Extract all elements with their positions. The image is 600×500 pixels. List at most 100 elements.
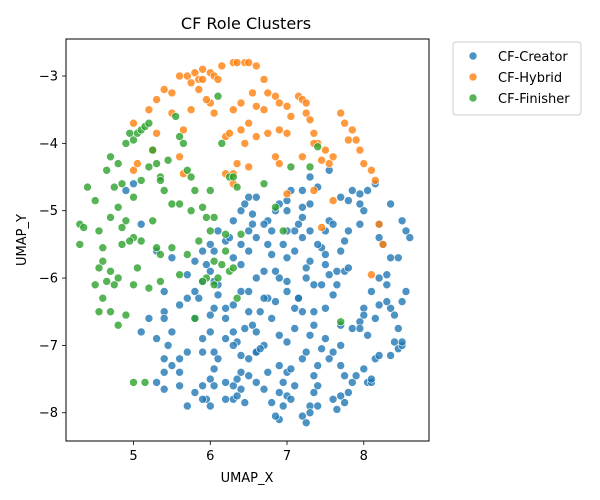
point-cf-finisher-23 — [167, 199, 177, 209]
point-cf-finisher-97 — [336, 317, 346, 327]
point-cf-finisher-36 — [229, 172, 238, 182]
point-cf-finisher-19 — [148, 145, 157, 155]
point-cf-creator-147 — [321, 303, 330, 313]
point-cf-creator-74 — [251, 233, 261, 242]
point-cf-creator-2 — [136, 219, 146, 229]
point-cf-hybrid-86 — [236, 98, 246, 108]
point-cf-creator-196 — [221, 378, 230, 387]
point-cf-creator-247 — [229, 216, 238, 226]
point-cf-finisher-78 — [175, 199, 184, 209]
y-tick-label--4: −4 — [39, 137, 58, 152]
point-cf-hybrid-84 — [251, 132, 261, 141]
point-cf-hybrid-79 — [286, 112, 296, 121]
point-cf-finisher-91 — [129, 378, 138, 387]
point-cf-creator-185 — [301, 418, 311, 428]
point-cf-finisher-67 — [94, 263, 104, 273]
point-cf-creator-104 — [274, 361, 284, 370]
point-cf-creator-82 — [251, 192, 261, 202]
point-cf-creator-78 — [248, 219, 257, 229]
point-cf-creator-169 — [359, 310, 369, 320]
point-cf-creator-153 — [340, 236, 349, 246]
point-cf-creator-130 — [298, 186, 307, 195]
point-cf-creator-244 — [267, 226, 277, 236]
point-cf-creator-93 — [206, 310, 215, 320]
point-cf-creator-35 — [183, 401, 192, 411]
point-cf-creator-17 — [183, 347, 192, 357]
point-cf-creator-34 — [198, 394, 207, 404]
point-cf-hybrid-19 — [259, 75, 269, 84]
point-cf-creator-240 — [305, 256, 315, 266]
y-tick-label--8: −8 — [39, 406, 58, 421]
point-cf-creator-48 — [251, 327, 261, 337]
point-cf-creator-30 — [209, 381, 219, 391]
point-cf-creator-231 — [393, 253, 403, 263]
point-cf-hybrid-31 — [321, 145, 330, 155]
point-cf-creator-138 — [259, 293, 269, 303]
point-cf-finisher-51 — [156, 250, 165, 259]
point-cf-creator-146 — [309, 307, 319, 317]
point-cf-finisher-38 — [236, 230, 246, 239]
point-cf-creator-151 — [344, 263, 353, 273]
point-cf-creator-190 — [259, 384, 269, 394]
point-cf-hybrid-2 — [152, 95, 161, 104]
point-cf-creator-7 — [159, 314, 169, 323]
point-cf-creator-8 — [144, 314, 154, 323]
point-cf-creator-45 — [244, 354, 253, 364]
point-cf-creator-29 — [206, 374, 215, 384]
point-cf-finisher-87 — [278, 226, 288, 236]
point-cf-hybrid-77 — [274, 125, 284, 135]
y-tick-label--6: −6 — [39, 272, 58, 287]
point-cf-finisher-9 — [110, 182, 119, 192]
point-cf-creator-18 — [167, 327, 177, 337]
point-cf-creator-39 — [159, 384, 169, 394]
point-cf-finisher-26 — [183, 166, 192, 175]
point-cf-finisher-98 — [129, 280, 138, 290]
point-cf-creator-239 — [301, 263, 311, 273]
point-cf-finisher-64 — [98, 293, 108, 303]
point-cf-creator-44 — [236, 367, 246, 377]
point-cf-creator-149 — [332, 280, 342, 290]
point-cf-creator-19 — [175, 300, 184, 310]
point-cf-finisher-95 — [113, 320, 123, 330]
point-cf-creator-115 — [305, 330, 315, 340]
point-cf-creator-194 — [232, 391, 242, 401]
point-cf-creator-38 — [152, 378, 161, 387]
point-cf-creator-23 — [198, 334, 207, 343]
point-cf-hybrid-35 — [340, 118, 349, 128]
point-cf-creator-21 — [190, 287, 200, 296]
point-cf-hybrid-58 — [232, 159, 242, 168]
point-cf-finisher-53 — [148, 216, 157, 226]
point-cf-creator-195 — [240, 398, 250, 407]
point-cf-creator-204 — [359, 364, 369, 374]
point-cf-creator-226 — [340, 371, 349, 381]
point-cf-finisher-83 — [229, 263, 238, 273]
point-cf-creator-13 — [167, 361, 177, 370]
point-cf-hybrid-21 — [271, 91, 280, 101]
point-cf-hybrid-54 — [244, 118, 253, 128]
point-cf-hybrid-51 — [263, 129, 273, 138]
x-tick-label-5: 5 — [129, 449, 137, 464]
point-cf-creator-250 — [206, 266, 215, 276]
point-cf-creator-57 — [259, 266, 269, 276]
point-cf-creator-117 — [298, 307, 307, 317]
point-cf-creator-20 — [183, 293, 192, 303]
point-cf-creator-76 — [236, 260, 246, 269]
point-cf-creator-171 — [347, 324, 357, 333]
legend-label-cf-hybrid: CF-Hybrid — [498, 71, 562, 86]
point-cf-finisher-66 — [90, 280, 100, 290]
point-cf-creator-245 — [259, 219, 269, 229]
point-cf-hybrid-0 — [129, 118, 138, 128]
point-cf-finisher-8 — [106, 152, 115, 162]
point-cf-hybrid-70 — [152, 129, 161, 138]
point-cf-hybrid-20 — [263, 88, 273, 98]
point-cf-finisher-81 — [206, 226, 215, 236]
point-cf-creator-33 — [206, 401, 215, 411]
point-cf-hybrid-65 — [194, 85, 204, 94]
point-cf-creator-235 — [355, 199, 365, 209]
point-cf-creator-11 — [163, 341, 173, 350]
point-cf-hybrid-89 — [198, 75, 207, 84]
point-cf-finisher-47 — [190, 314, 200, 323]
x-axis: 5 6 7 8 — [129, 441, 368, 464]
